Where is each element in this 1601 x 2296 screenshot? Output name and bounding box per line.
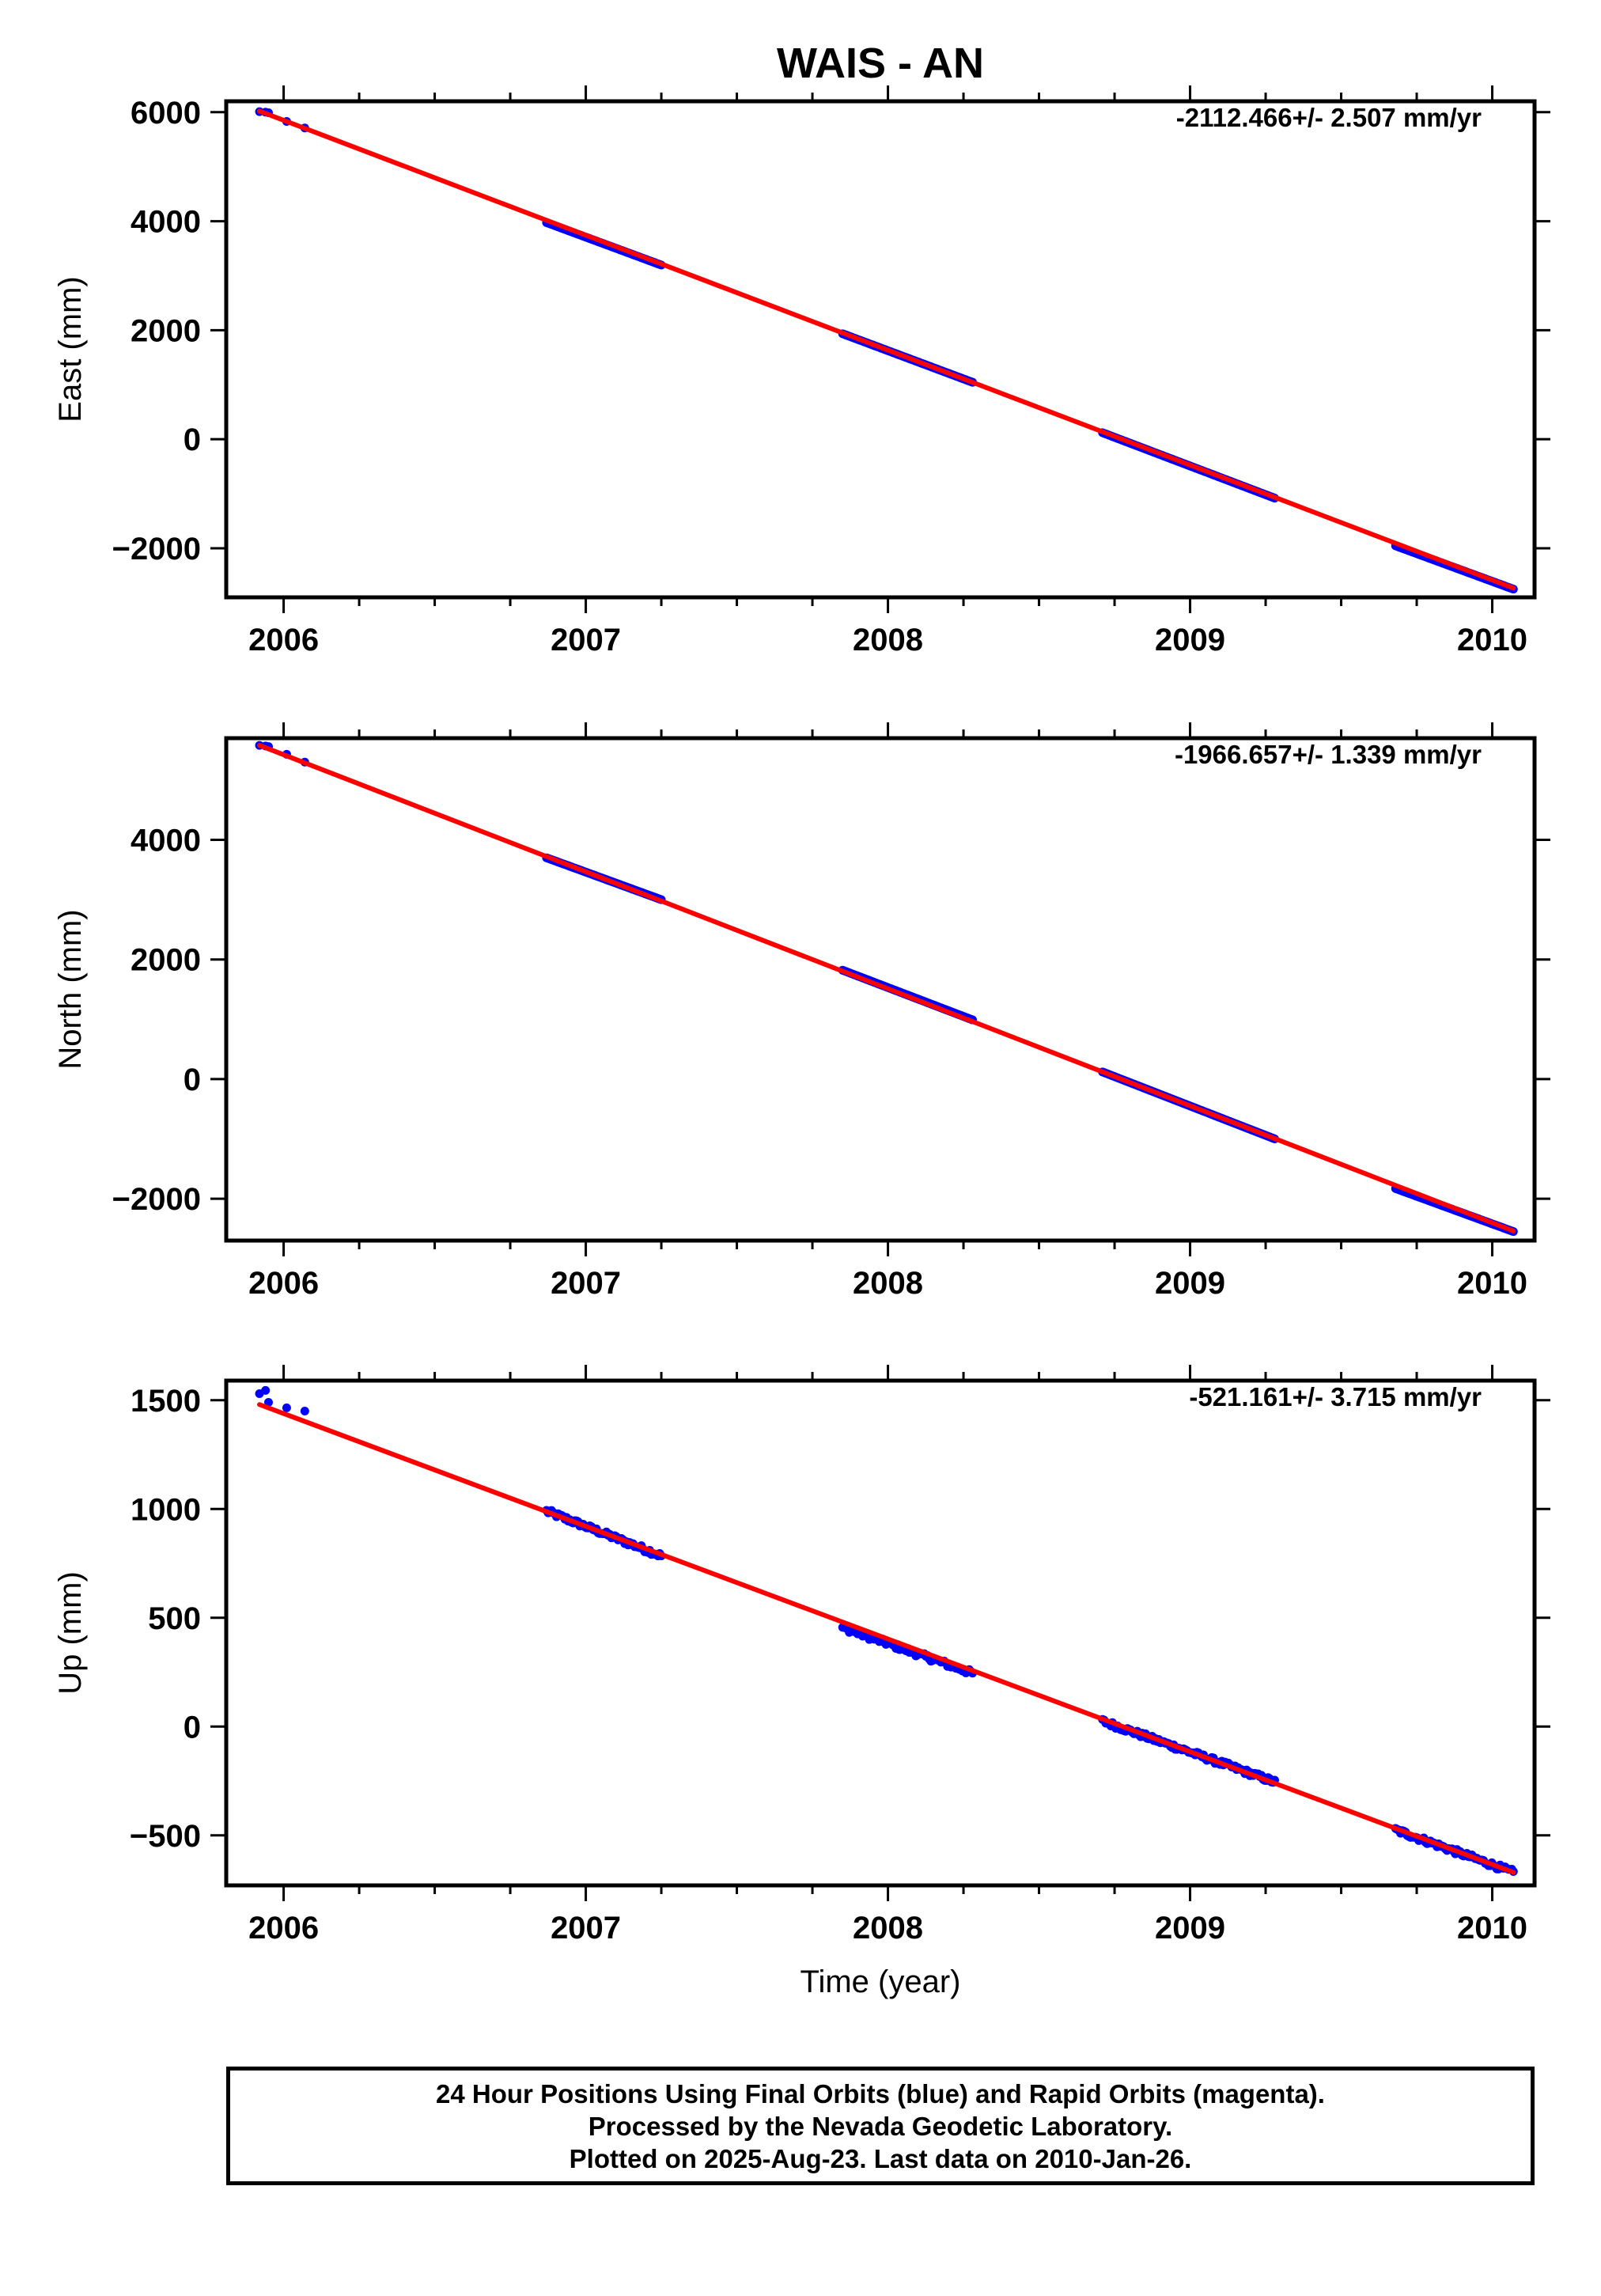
x-tick-label: 2007 bbox=[551, 623, 621, 657]
x-tick-label: 2008 bbox=[853, 1266, 923, 1301]
velocity-label: -2112.466+/- 2.507 mm/yr bbox=[1176, 103, 1482, 132]
x-tick-label: 2008 bbox=[853, 1911, 923, 1946]
x-tick-label: 2006 bbox=[248, 1266, 319, 1301]
trend-line bbox=[257, 1402, 1516, 1875]
data-point bbox=[282, 1403, 291, 1412]
y-tick-label: 4000 bbox=[131, 205, 201, 240]
x-tick-label: 2010 bbox=[1457, 1911, 1527, 1946]
x-tick-label: 2007 bbox=[551, 1266, 621, 1301]
panel-1: 2006 2007 2008 2009 2010 −2000 0 2000 4000 6000 Ea… bbox=[53, 85, 1550, 657]
x-tick-label: 2009 bbox=[1155, 1266, 1225, 1301]
y-tick-label: 6000 bbox=[131, 96, 201, 131]
data-point bbox=[263, 1398, 273, 1407]
x-tick-label: 2006 bbox=[248, 1911, 319, 1946]
x-tick-label: 2008 bbox=[853, 623, 923, 657]
data-point bbox=[300, 1407, 309, 1415]
trend-line bbox=[257, 743, 1516, 1233]
y-tick-label: −2000 bbox=[112, 532, 201, 566]
y-tick-label: 0 bbox=[184, 1063, 201, 1097]
plot-frame bbox=[224, 99, 1537, 600]
x-tick-label: 2010 bbox=[1457, 623, 1527, 657]
footer-line-3: Plotted on 2025-Aug-23. Last data on 201… bbox=[569, 2143, 1192, 2173]
x-tick-label: 2007 bbox=[551, 1911, 621, 1946]
footer-line-2: Processed by the Nevada Geodetic Laborat… bbox=[588, 2111, 1173, 2141]
footer-line-1: 24 Hour Positions Using Final Orbits (bl… bbox=[436, 2078, 1325, 2108]
x-tick-label: 2010 bbox=[1457, 1266, 1527, 1301]
y-axis-label: Up (mm) bbox=[53, 1571, 88, 1695]
x-tick-label: 2006 bbox=[248, 623, 319, 657]
x-tick-label: 2009 bbox=[1155, 623, 1225, 657]
y-tick-label: 1000 bbox=[131, 1492, 201, 1527]
y-tick-label: 2000 bbox=[131, 943, 201, 978]
velocity-label: -1966.657+/- 1.339 mm/yr bbox=[1175, 740, 1482, 769]
figure-title: WAIS - AN bbox=[777, 40, 984, 87]
y-tick-label: 1500 bbox=[131, 1384, 201, 1419]
panel-2: 2006 2007 2008 2009 2010 −2000 0 2000 4000 North … bbox=[53, 722, 1550, 1301]
y-tick-label: −2000 bbox=[112, 1182, 201, 1217]
data-point bbox=[261, 1385, 271, 1395]
x-axis-label: Time (year) bbox=[800, 1964, 961, 1999]
y-tick-label: 2000 bbox=[131, 313, 201, 348]
panel-3: 2006 2007 2008 2009 2010 −500 0 500 1000 1500 Up (… bbox=[53, 1365, 1550, 1999]
y-tick-label: 500 bbox=[148, 1601, 201, 1636]
velocity-label: -521.161+/- 3.715 mm/yr bbox=[1189, 1382, 1482, 1411]
x-tick-label: 2009 bbox=[1155, 1911, 1225, 1946]
y-axis-label: East (mm) bbox=[53, 276, 88, 422]
y-tick-label: −500 bbox=[130, 1819, 201, 1854]
plot-frame bbox=[224, 736, 1537, 1243]
plot-frame bbox=[224, 1378, 1537, 1888]
y-tick-label: 0 bbox=[184, 1710, 201, 1745]
y-tick-label: 4000 bbox=[131, 824, 201, 858]
y-tick-label: 0 bbox=[184, 422, 201, 457]
trend-line bbox=[257, 108, 1516, 591]
y-axis-label: North (mm) bbox=[53, 909, 88, 1069]
footer-box: 24 Hour Positions Using Final Orbits (bl… bbox=[226, 2067, 1535, 2185]
